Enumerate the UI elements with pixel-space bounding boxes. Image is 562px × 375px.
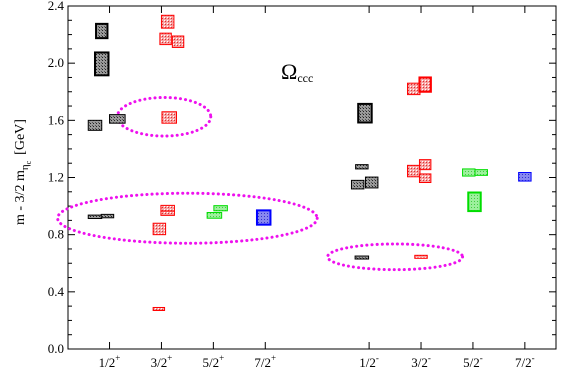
mass-level-black xyxy=(357,102,373,124)
y-axis-label-unit: [GeV] xyxy=(13,119,28,155)
y-axis: 0.0 0.4 0.8 1.2 1.6 2.0 2.4 xyxy=(48,0,556,356)
y-tick-label: 2.0 xyxy=(48,55,64,70)
mass-level-green xyxy=(474,169,488,176)
highlight-ellipse xyxy=(326,242,465,272)
y-tick-label: 0.0 xyxy=(48,341,64,356)
x-tick-label: 3/2+ xyxy=(151,353,173,370)
mass-level-red xyxy=(159,32,172,46)
highlight-ellipse xyxy=(56,191,319,245)
mass-level-red xyxy=(161,111,178,124)
mass-level-black xyxy=(93,51,110,77)
mass-level-black xyxy=(355,164,369,170)
mass-level-red xyxy=(418,173,432,184)
y-tick-label: 1.2 xyxy=(48,170,64,185)
mass-level-green xyxy=(206,212,223,219)
mass-level-green xyxy=(462,168,476,177)
mass-level-green xyxy=(213,205,228,212)
mass-level-black xyxy=(95,22,109,40)
x-tick-label: 1/2+ xyxy=(99,353,121,370)
mass-level-red xyxy=(152,222,167,236)
x-tick-label: 7/2- xyxy=(515,353,535,370)
mass-level-black xyxy=(109,114,126,124)
y-tick-label: 0.8 xyxy=(48,227,64,242)
mass-level-blue xyxy=(255,209,272,226)
mass-level-red xyxy=(418,76,432,93)
y-axis-label-sub: η xyxy=(19,164,31,170)
mass-level-red xyxy=(418,159,432,171)
mass-level-green xyxy=(467,191,482,213)
x-tick-label: 5/2+ xyxy=(203,353,225,370)
y-axis-label-subsub: c xyxy=(24,160,33,164)
y-tick-label: 0.4 xyxy=(48,284,65,299)
mass-level-red xyxy=(407,164,421,178)
mass-level-blue xyxy=(518,171,532,182)
mass-level-black xyxy=(354,255,370,260)
mass-level-red xyxy=(160,210,175,216)
mass-level-red xyxy=(414,254,428,259)
x-tick-label: 3/2- xyxy=(411,353,431,370)
mass-level-black xyxy=(87,119,103,131)
chart-title-main: Ω xyxy=(281,59,297,84)
chart-title-sub: ccc xyxy=(297,71,313,85)
y-tick-label: 1.6 xyxy=(48,112,65,127)
mass-level-black xyxy=(350,179,365,190)
x-axis: 1/2+ 3/2+ 5/2+ 7/2+ 1/2- 3/2- 5/2- 7/2- xyxy=(99,6,535,370)
mass-level-red xyxy=(407,82,421,96)
mass-level-black xyxy=(364,176,379,189)
mass-level-red xyxy=(171,35,185,48)
mass-level-black xyxy=(87,214,103,220)
mass-level-red xyxy=(160,204,175,212)
mass-level-red xyxy=(152,306,166,311)
y-axis-label-main: m - 3/2 m xyxy=(13,170,28,225)
x-tick-label: 1/2- xyxy=(359,353,379,370)
x-tick-label: 7/2+ xyxy=(254,353,276,370)
y-axis-label: m - 3/2 mηc [GeV] xyxy=(13,119,33,225)
mass-level-black xyxy=(100,213,115,219)
mass-levels xyxy=(87,14,532,311)
plot-frame xyxy=(67,5,557,350)
x-tick-label: 5/2- xyxy=(463,353,483,370)
chart-title: Ωccc xyxy=(281,59,313,85)
mass-level-red xyxy=(160,14,175,29)
y-tick-label: 2.4 xyxy=(48,0,65,13)
